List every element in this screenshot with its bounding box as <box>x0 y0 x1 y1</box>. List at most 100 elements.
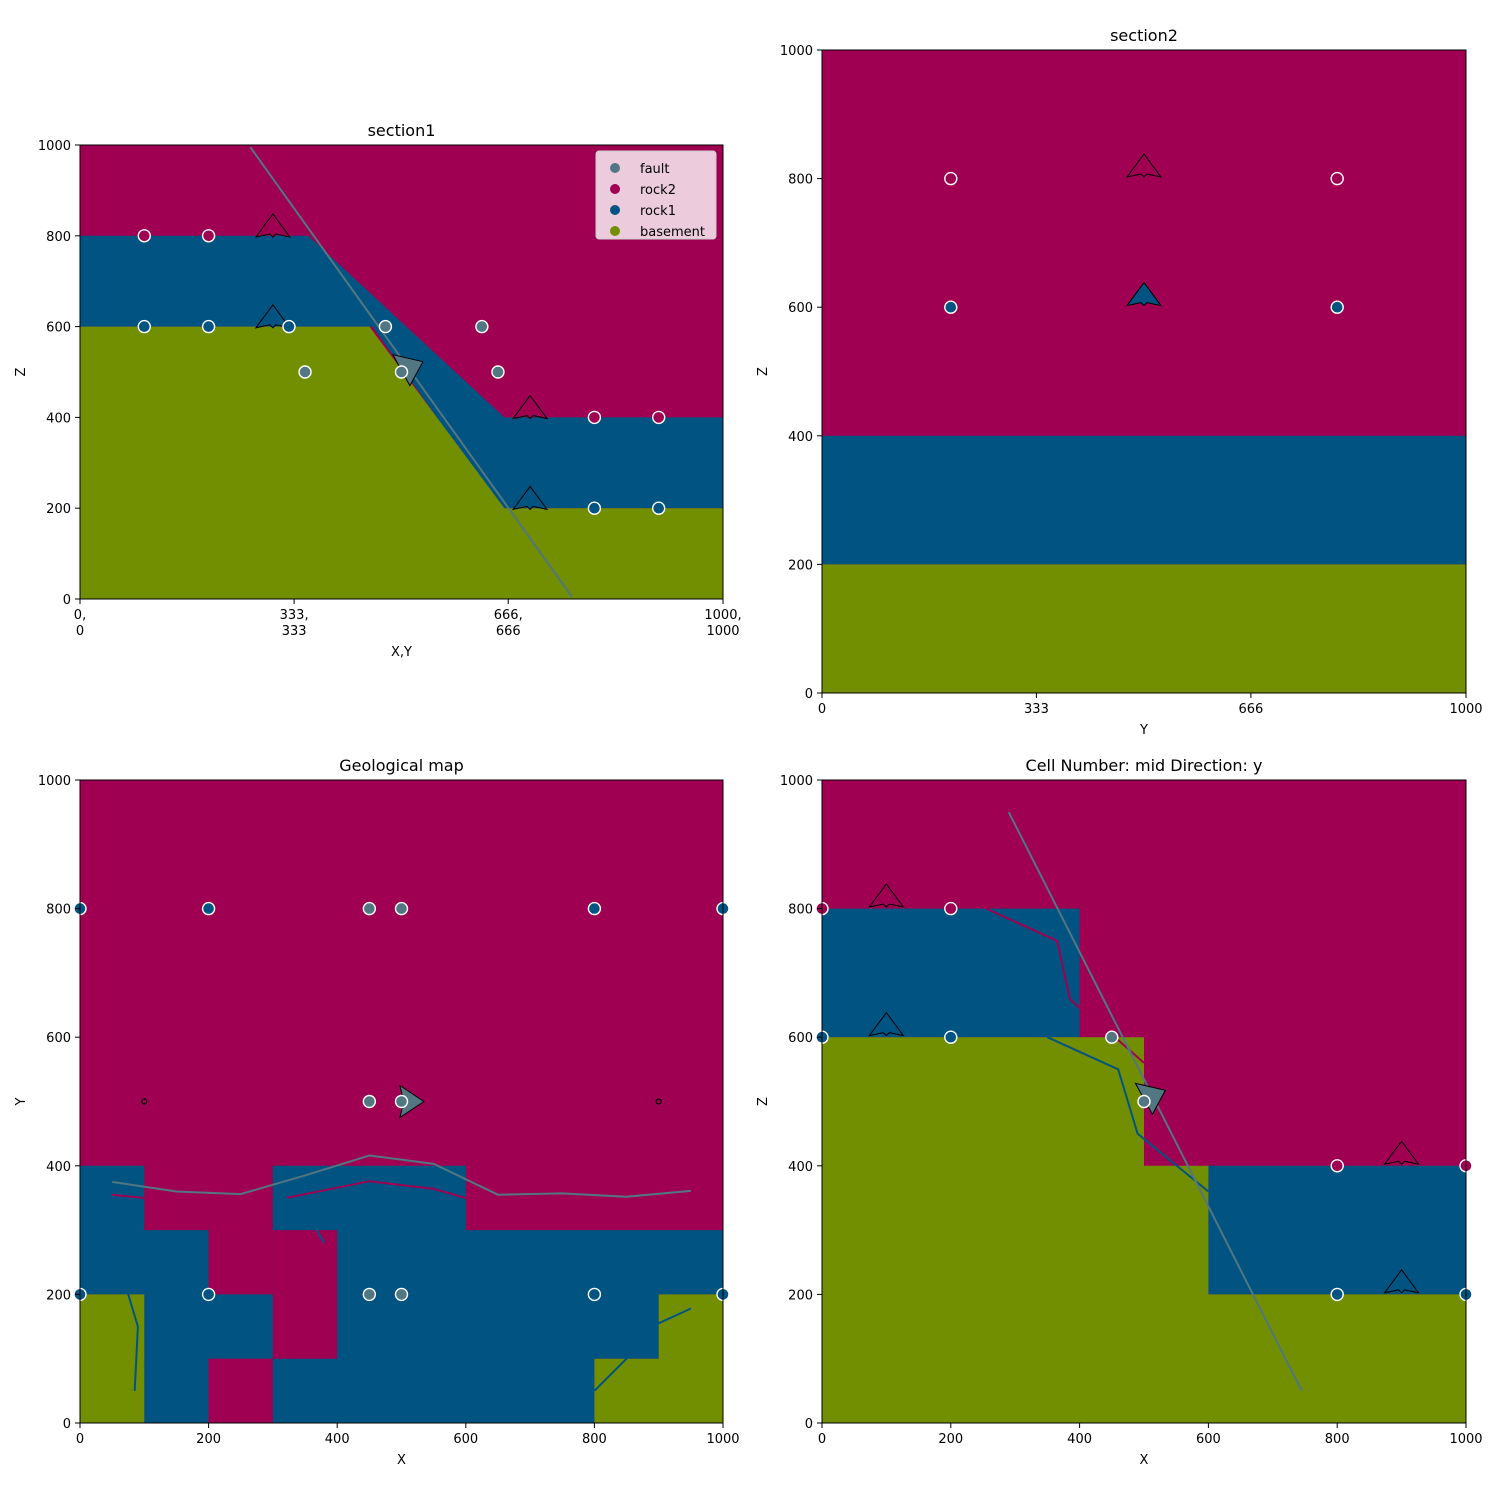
surface-point-rock2 <box>944 901 958 916</box>
axes-frame <box>821 49 1467 694</box>
x-tick-label: 0 <box>818 1432 826 1447</box>
panel-section1: 0,0333,333666,6661000,100002004006008001… <box>14 121 742 660</box>
orientation-marker-rock1 <box>254 303 292 329</box>
surface-point-rock2 <box>944 171 958 186</box>
x-tick-label-line2: 1000 <box>706 624 739 639</box>
unit-region-basement <box>80 326 723 599</box>
y-tick-label: 200 <box>46 1288 71 1303</box>
x-tick-label: 0 <box>818 702 826 717</box>
y-tick-label: 200 <box>46 502 71 517</box>
surface-point-rock1 <box>201 1287 216 1302</box>
surface-point-rock1 <box>1330 1287 1344 1302</box>
x-tick-label-line2: 0 <box>76 624 84 639</box>
small-point-marker <box>141 1098 148 1105</box>
x-tick-label: 1000 <box>706 1432 739 1447</box>
surface-point-fault <box>394 1094 409 1109</box>
legend: fault rock2 rock1 basement <box>595 150 717 240</box>
unit-region-rock1 <box>1208 1165 1466 1295</box>
unit-region-rock2 <box>208 1358 273 1423</box>
contour-line-rock2 <box>285 1180 467 1199</box>
y-tick-label: 400 <box>46 411 71 426</box>
surface-point-rock1 <box>652 501 666 515</box>
x-tick-label: 1000 <box>1449 702 1482 717</box>
x-tick-label: 600 <box>453 1432 478 1447</box>
surface-point-rock1 <box>944 1030 958 1044</box>
x-tick-label: 400 <box>325 1432 350 1447</box>
unit-region-basement <box>80 1294 145 1423</box>
x-tick-label: 333, <box>280 608 309 623</box>
y-tick-label: 0 <box>63 1417 71 1432</box>
surface-point-rock1 <box>201 319 216 334</box>
y-tick-label: 0 <box>805 1417 813 1432</box>
orientation-marker-rock1 <box>868 1011 905 1037</box>
chart-title: Cell Number: mid Direction: y <box>1026 756 1263 775</box>
orientation-marker-rock2 <box>868 883 905 908</box>
y-tick-label: 800 <box>788 173 813 188</box>
x-tick-label: 400 <box>1067 1432 1092 1447</box>
panel-cellsection: 0 200 400 600 800 1000 0 200 400 600 800 1000 Cell N… <box>756 756 1483 1468</box>
contour-line-rock1 <box>117 1262 139 1391</box>
x-axis-label: X,Y <box>391 645 412 660</box>
surface-point-rock1 <box>587 901 602 916</box>
surface-point-fault <box>1137 1094 1151 1109</box>
x-tick-label: 666 <box>1238 702 1263 717</box>
orientation-marker-rock1 <box>511 485 549 511</box>
y-tick-label: 800 <box>788 903 813 918</box>
x-tick-label: 600 <box>1196 1432 1221 1447</box>
surface-point-fault <box>475 319 489 334</box>
x-tick-label-line2: 333 <box>282 624 307 639</box>
x-tick-label: 1000 <box>1449 1432 1482 1447</box>
axes-frame <box>79 144 724 600</box>
axes-frame <box>821 779 1467 1424</box>
contour-line-rock2 <box>985 907 1081 1010</box>
surface-point-rock1 <box>1330 300 1344 314</box>
panel-geomap: 0 200 400 600 800 1000 0 200 400 600 800 1000 Geolog… <box>14 756 740 1468</box>
legend-label: fault <box>640 162 670 177</box>
y-tick-label: 1000 <box>38 139 71 154</box>
surface-point-rock1 <box>137 319 152 334</box>
x-tick-label: 666, <box>494 608 523 623</box>
legend-swatch-fault <box>610 163 620 173</box>
legend-label: rock1 <box>640 204 676 219</box>
unit-region-rock1 <box>822 435 1466 565</box>
axes-frame <box>79 779 724 1424</box>
y-axis-label: Z <box>14 367 29 376</box>
y-tick-label: 800 <box>46 230 71 245</box>
x-tick-label: 333 <box>1024 702 1049 717</box>
unit-region-basement <box>594 1294 723 1423</box>
plot-area <box>822 50 1466 693</box>
y-tick-label: 0 <box>805 687 813 702</box>
y-tick-label: 600 <box>46 1031 71 1046</box>
y-tick-label: 600 <box>46 321 71 336</box>
surface-point-rock2 <box>137 229 152 243</box>
surface-point-fault <box>362 901 377 916</box>
y-tick-label: 200 <box>788 558 813 573</box>
orientation-marker-rock2 <box>511 394 549 420</box>
x-tick-label: 800 <box>582 1432 607 1447</box>
surface-point-rock2 <box>652 410 666 425</box>
orientation-marker-rock2 <box>1125 153 1163 178</box>
surface-point-rock1 <box>282 319 296 334</box>
y-tick-label: 200 <box>788 1288 813 1303</box>
contour-line-fault <box>112 1154 691 1198</box>
surface-point-fault <box>1105 1030 1119 1044</box>
contour-line-rock1 <box>593 1307 692 1392</box>
surface-point-rock2 <box>201 229 216 243</box>
surface-point-fault <box>394 901 409 916</box>
panel-section2: 0 333 666 1000 0 200 400 600 800 1000 section2 Y Z <box>756 26 1483 738</box>
x-tick-label: 800 <box>1325 1432 1350 1447</box>
surface-point-fault <box>362 1287 377 1302</box>
y-tick-label: 600 <box>788 301 813 316</box>
x-tick-label: 1000, <box>704 608 741 623</box>
unit-region-rock2 <box>272 1230 338 1359</box>
small-point-marker <box>655 1098 662 1105</box>
legend-swatch-basement <box>610 226 620 236</box>
surface-point-rock1 <box>944 300 958 314</box>
orientation-marker-rock1 <box>1383 1268 1420 1294</box>
legend-swatch-rock2 <box>610 184 620 194</box>
contour-line-rock2 <box>112 1193 145 1199</box>
surface-point-rock2 <box>587 410 602 425</box>
y-tick-label: 0 <box>63 593 71 608</box>
orientation-marker-rock1 <box>1125 281 1163 307</box>
